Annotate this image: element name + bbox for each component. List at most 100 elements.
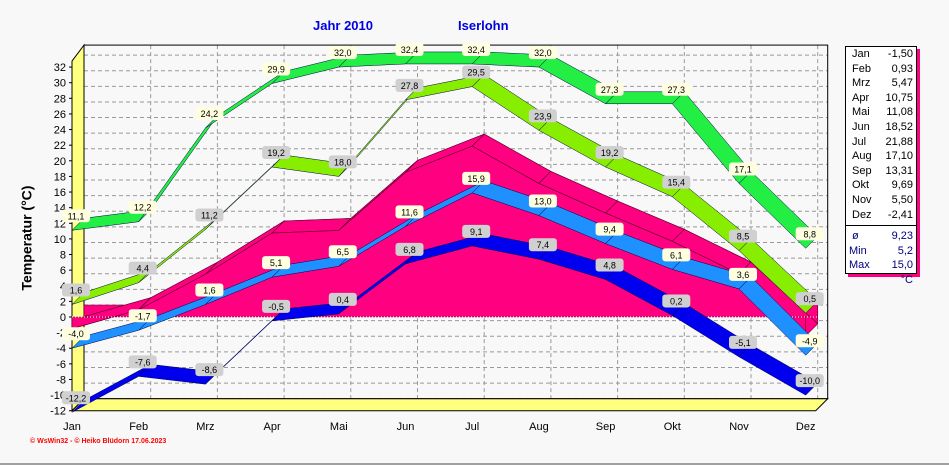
- copyright: © WsWin32 - © Heiko Blüdorn 17.06.2023: [30, 438, 167, 445]
- data-label-text: 15,4: [668, 178, 686, 188]
- monthly-mean-legend: Jan -1,50 Feb 0,93 Mrz 5,47 Apr 10,75 Mai 11,08 Ju…: [845, 46, 917, 286]
- data-label-2: 6,5: [328, 245, 357, 259]
- data-label-3: 0,2: [662, 294, 691, 308]
- data-label-box: [195, 283, 224, 297]
- data-label-box: [395, 242, 424, 256]
- data-label-0: 27,3: [595, 82, 624, 96]
- data-label-text: 8,8: [803, 229, 816, 239]
- data-label-box: [262, 299, 291, 313]
- data-label-text: 27,3: [601, 85, 619, 95]
- y-tick-label: 18: [54, 171, 66, 183]
- data-label-box: [195, 363, 224, 377]
- legend-month: Sep: [852, 164, 872, 177]
- data-label-box: [662, 175, 691, 189]
- y-tick-label: 0: [60, 312, 66, 324]
- legend-value: 10,75: [885, 91, 913, 104]
- legend-month: Nov: [852, 193, 872, 206]
- data-label-box: [328, 46, 357, 60]
- data-label-box: [462, 42, 491, 56]
- legend-row: Sep 13,31: [846, 164, 916, 179]
- data-label-box: [662, 82, 691, 96]
- x-tick-label: Jan: [63, 421, 81, 433]
- data-label-text: 24,2: [201, 109, 219, 119]
- data-label-box: [262, 256, 291, 270]
- data-label-0: 11,1: [62, 209, 90, 223]
- data-label-box: [795, 374, 824, 388]
- data-label-2: -4,9: [795, 334, 824, 348]
- legend-month: Aug: [852, 150, 872, 163]
- data-label-text: -0,5: [268, 302, 284, 312]
- legend-value: -2,41: [887, 208, 913, 221]
- legend-value: 18,52: [885, 120, 913, 133]
- data-label-text: 19,2: [267, 148, 285, 158]
- data-label-text: 12,2: [134, 203, 152, 213]
- data-label-text: 11,6: [401, 207, 418, 217]
- x-tick-label: Feb: [129, 421, 148, 433]
- legend-month: Jul: [852, 135, 867, 148]
- x-tick-label: Mrz: [196, 421, 214, 433]
- data-label-2: 13,0: [528, 194, 557, 208]
- legend-row: Aug 17,10: [846, 149, 916, 164]
- data-label-1: 1,6: [62, 283, 90, 297]
- data-label-text: 19,2: [601, 148, 619, 158]
- legend-month: Jun: [852, 120, 870, 133]
- y-tick-label: 28: [54, 93, 66, 105]
- y-tick-label: 32: [54, 62, 66, 74]
- x-tick-label: Apr: [264, 421, 281, 433]
- data-label-text: 13,0: [534, 196, 552, 206]
- data-label-text: -4,9: [802, 336, 818, 346]
- data-label-box: [595, 146, 624, 160]
- legend-row: Feb 0,93: [846, 62, 916, 77]
- data-label-box: [62, 327, 90, 341]
- y-tick-label: -6: [56, 359, 66, 371]
- data-label-text: 17,1: [734, 164, 752, 174]
- legend-value: 17,10: [885, 150, 913, 163]
- data-label-1: 29,5: [462, 65, 491, 79]
- x-tick-label: Aug: [529, 421, 549, 433]
- data-label-text: -4,0: [68, 329, 84, 339]
- data-label-text: 0,4: [337, 295, 350, 305]
- legend-row: Nov 5,50: [846, 193, 916, 208]
- unit-label: °C: [900, 273, 913, 286]
- data-label-text: 32,4: [467, 45, 485, 55]
- legend-month: Jan: [852, 48, 870, 60]
- data-label-0: 8,8: [795, 227, 824, 241]
- y-tick-label: -12: [50, 406, 66, 418]
- y-tick-label: 30: [54, 78, 66, 90]
- data-label-2: -1,7: [128, 309, 157, 323]
- legend-month: Apr: [852, 91, 870, 104]
- data-label-2: 5,1: [262, 256, 291, 270]
- data-label-text: 23,9: [534, 111, 552, 121]
- data-label-box: [729, 229, 757, 243]
- data-label-3: -5,1: [729, 335, 757, 349]
- legend-month: Dez: [852, 208, 872, 221]
- data-label-text: 3,6: [737, 270, 750, 280]
- legend-row: Okt 9,69: [846, 178, 916, 193]
- data-label-0: 32,4: [462, 42, 491, 56]
- y-tick-label: 22: [54, 140, 66, 152]
- data-label-2: 3,6: [729, 267, 757, 281]
- data-label-text: 32,0: [334, 48, 352, 58]
- data-label-text: 5,1: [270, 258, 283, 268]
- min-label: Min: [849, 244, 867, 257]
- x-tick-label: Jun: [397, 421, 415, 433]
- data-label-box: [729, 335, 757, 349]
- data-label-0: 12,2: [128, 200, 157, 214]
- data-label-text: 18,0: [334, 157, 352, 167]
- y-tick-label: 8: [60, 250, 66, 262]
- data-label-box: [662, 294, 691, 308]
- data-label-box: [128, 261, 157, 275]
- legend-month: Mrz: [852, 77, 871, 90]
- data-label-3: -8,6: [195, 363, 224, 377]
- data-label-box: [795, 334, 824, 348]
- y-tick-label: 20: [54, 156, 66, 168]
- chart-title: Jahr 2010: [313, 18, 373, 33]
- data-label-box: [729, 267, 757, 281]
- data-label-box: [395, 42, 424, 56]
- data-label-box: [395, 78, 424, 92]
- data-label-3: -0,5: [262, 299, 291, 313]
- data-label-box: [795, 292, 824, 306]
- legend-stats: ø 9,23 Min 5,2 Max 15,0 °C: [846, 225, 916, 287]
- data-label-text: 11,1: [68, 211, 85, 221]
